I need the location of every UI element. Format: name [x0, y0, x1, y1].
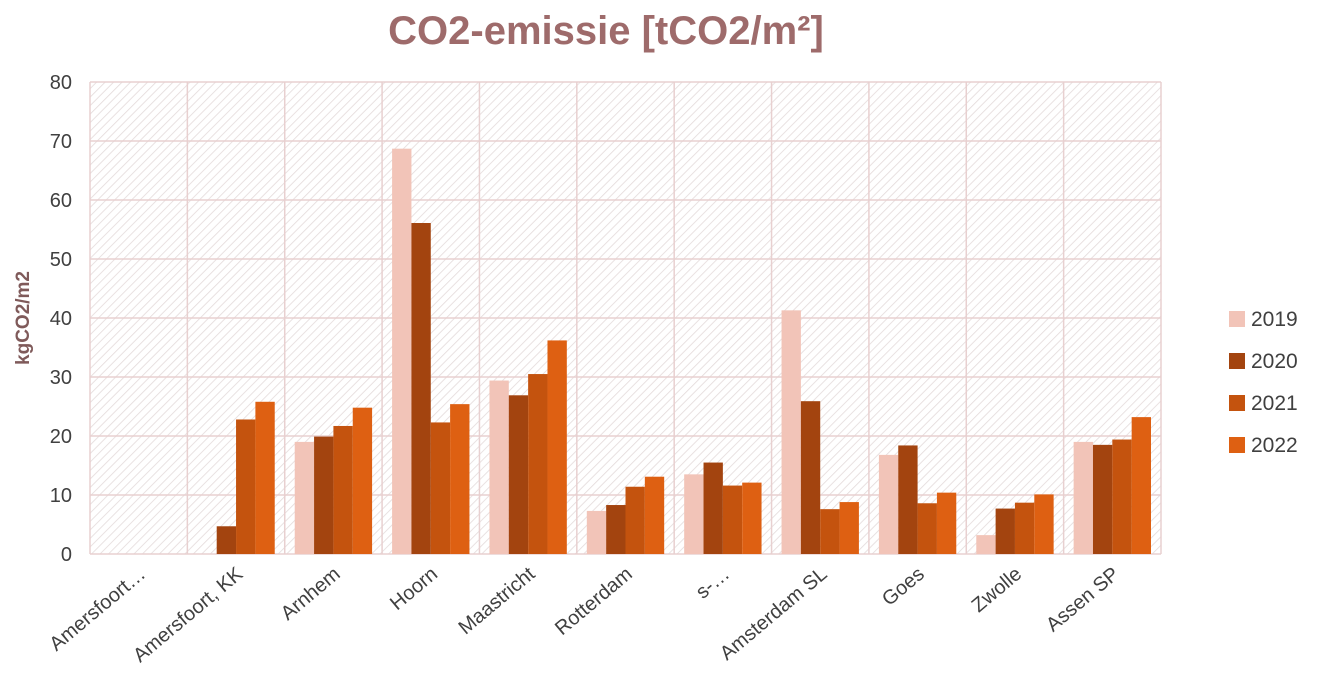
- x-tick-label: Maastricht: [455, 563, 540, 639]
- y-tick-label: 70: [50, 131, 72, 153]
- y-axis-ticks: 0 10 20 30 40 50 60 70 80: [50, 72, 72, 566]
- legend-swatch-2022: [1229, 437, 1245, 453]
- x-tick-label: Amersfoort…: [46, 563, 150, 656]
- bar-2022-9: [1034, 494, 1054, 554]
- bar-2020-9: [995, 508, 1015, 554]
- bar-2021-10: [1112, 439, 1132, 554]
- bar-2019-6: [684, 474, 704, 554]
- legend-swatch-2019: [1229, 311, 1245, 327]
- chart-title: CO2-emissie [tCO2/m²]: [388, 9, 824, 53]
- legend: 2019 2020 2021 2022: [1229, 308, 1298, 457]
- x-tick-label: Hoorn: [386, 563, 442, 615]
- x-tick-label: Arnhem: [277, 563, 345, 625]
- bar-2021-9: [1014, 502, 1035, 554]
- bar-2022-8: [936, 492, 957, 554]
- bar-2019-2: [294, 441, 315, 554]
- y-tick-label: 30: [50, 367, 72, 389]
- bar-2021-7: [820, 509, 840, 554]
- y-tick-label: 80: [50, 72, 72, 94]
- x-tick-label: s-…: [692, 563, 734, 603]
- bar-2022-5: [644, 476, 665, 554]
- bar-2022-6: [742, 482, 762, 554]
- x-tick-label: Goes: [878, 563, 929, 611]
- bar-2019-4: [489, 380, 509, 554]
- legend-label-2020: 2020: [1251, 350, 1298, 373]
- bar-2022-3: [450, 404, 470, 554]
- bar-2021-8: [917, 503, 937, 554]
- bar-2021-2: [333, 425, 353, 554]
- bar-2021-3: [430, 422, 451, 554]
- bar-2020-6: [703, 462, 723, 554]
- bar-2019-7: [781, 310, 801, 554]
- bar-2022-10: [1131, 417, 1151, 554]
- bar-2021-6: [722, 485, 743, 554]
- legend-label-2022: 2022: [1251, 434, 1298, 457]
- bar-2020-5: [606, 505, 626, 554]
- y-tick-label: 60: [50, 190, 72, 212]
- bar-2020-4: [508, 395, 529, 554]
- bar-2022-1: [255, 401, 275, 554]
- bar-2019-9: [976, 535, 996, 554]
- legend-swatch-2020: [1229, 353, 1245, 369]
- y-tick-label: 50: [50, 249, 72, 271]
- legend-swatch-2021: [1229, 395, 1245, 411]
- y-tick-label: 40: [50, 308, 72, 330]
- x-tick-label: Assen SP: [1042, 563, 1123, 636]
- x-tick-label: Amsterdam SL: [716, 563, 831, 665]
- y-tick-label: 0: [61, 544, 72, 566]
- bars: [216, 148, 1151, 555]
- bar-2020-10: [1092, 444, 1113, 554]
- bar-2022-2: [352, 407, 373, 554]
- x-axis-ticks: Amersfoort…Amersfoort, KK Arnhem Hoorn Maas…: [46, 563, 1124, 667]
- bar-2019-10: [1073, 441, 1093, 554]
- bar-2022-4: [547, 340, 567, 554]
- x-tick-label: Zwolle: [968, 563, 1026, 617]
- bar-2021-5: [625, 486, 645, 554]
- bar-2020-2: [314, 436, 334, 554]
- y-tick-label: 10: [50, 485, 72, 507]
- bar-2019-5: [586, 510, 607, 554]
- legend-label-2021: 2021: [1251, 392, 1298, 415]
- bar-2020-1: [216, 526, 237, 554]
- x-tick-label: Rotterdam: [551, 563, 637, 640]
- bar-2020-3: [411, 223, 431, 554]
- bar-2022-7: [839, 502, 859, 554]
- y-axis-label: kgCO2/m2: [13, 271, 34, 365]
- legend-label-2019: 2019: [1251, 308, 1298, 331]
- bar-2020-8: [898, 445, 918, 554]
- y-tick-label: 20: [50, 426, 72, 448]
- bar-2021-4: [528, 374, 548, 554]
- bar-2019-3: [392, 148, 412, 555]
- bar-2020-7: [800, 401, 821, 554]
- bar-2019-8: [878, 454, 899, 554]
- bar-2021-1: [236, 419, 256, 554]
